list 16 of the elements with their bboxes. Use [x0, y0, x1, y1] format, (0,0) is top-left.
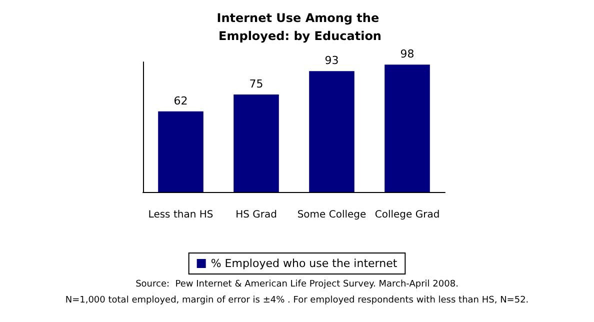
chart-title: Internet Use Among the Employed: by Education: [216, 11, 384, 43]
bar: [309, 71, 354, 192]
x-tick-label: Less than HS: [148, 210, 214, 220]
legend-label: % Employed who use the internet: [210, 257, 398, 270]
x-tick-label: HS Grad: [236, 210, 277, 220]
x-tick-label: College Grad: [374, 210, 440, 220]
data-label: 62: [174, 94, 188, 108]
data-label: 98: [400, 48, 414, 61]
source-note: Source: Pew Internet & American Life Project Survey. March-April 2008.: [136, 280, 458, 290]
bar: [234, 94, 279, 192]
bar: [158, 111, 204, 192]
data-label: 75: [249, 78, 264, 90]
data-label: 93: [324, 54, 339, 68]
x-tick-label: Some College: [297, 210, 366, 220]
text: N=1,000 total employed, margin of error is ±4% . For employed respondents with less than HS, N=52.: [65, 296, 529, 306]
bar: [384, 64, 430, 192]
